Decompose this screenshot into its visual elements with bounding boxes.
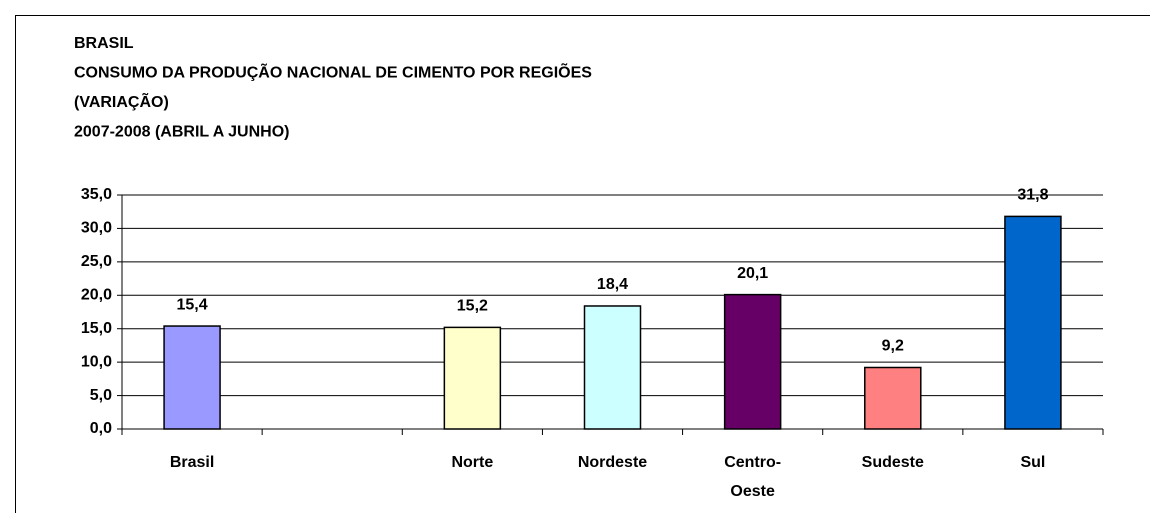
bar — [583, 305, 642, 430]
y-tick-label: 5,0 — [90, 387, 112, 404]
chart-title: CONSUMO DA PRODUÇÃO NACIONAL DE CIMENTO … — [74, 62, 592, 82]
y-tick-label: 0,0 — [90, 420, 112, 437]
data-label: 9,2 — [882, 338, 904, 355]
y-tick-label: 10,0 — [81, 353, 112, 370]
bar — [443, 326, 502, 430]
y-tick-label: 25,0 — [81, 253, 112, 270]
bar — [1004, 215, 1062, 430]
bar — [723, 293, 782, 430]
data-label: 15,2 — [457, 298, 488, 315]
chart-title: 2007-2008 (ABRIL A JUNHO) — [74, 124, 289, 141]
y-tick-label: 15,0 — [81, 320, 112, 337]
y-tick-label: 30,0 — [81, 220, 112, 237]
data-label: 20,1 — [737, 265, 768, 282]
data-label: 31,8 — [1017, 187, 1048, 204]
y-tick-label: 35,0 — [81, 186, 112, 203]
bar — [864, 366, 922, 430]
chart-title: BRASIL — [74, 35, 134, 52]
bar — [163, 325, 221, 430]
chart-frame — [15, 15, 1150, 513]
chart-title: (VARIAÇÃO) — [74, 91, 169, 111]
x-tick-label: Sudeste — [862, 454, 924, 471]
y-tick-label: 20,0 — [81, 287, 112, 304]
x-tick-label: Norte — [451, 454, 493, 471]
x-tick-label: Brasil — [170, 454, 214, 471]
data-label: 15,4 — [177, 296, 208, 313]
x-tick-label: Nordeste — [578, 454, 647, 471]
x-tick-label: Sul — [1020, 454, 1045, 471]
x-tick-label: Centro-Oeste — [724, 454, 781, 500]
data-label: 18,4 — [597, 276, 628, 293]
